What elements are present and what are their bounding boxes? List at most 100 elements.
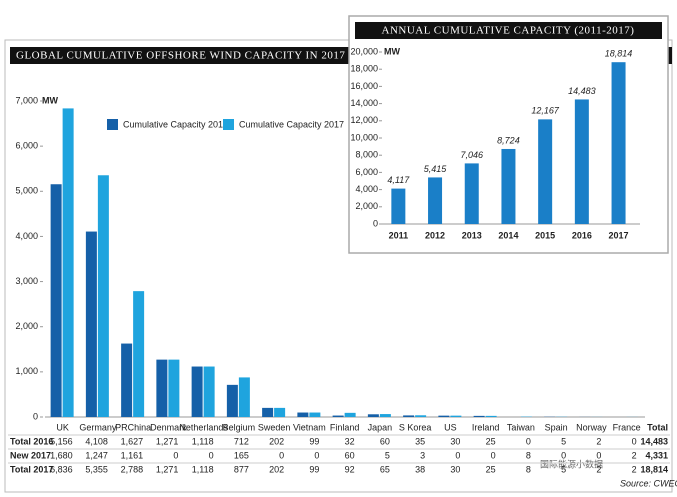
table-cell: 92	[345, 464, 355, 474]
row-total: 14,483	[640, 436, 668, 446]
x-tick-label: Vietnam	[293, 422, 326, 432]
y-tick-label: 4,000	[15, 231, 38, 241]
inset-y-tick-label: 12,000	[350, 115, 378, 125]
table-cell: 1,271	[156, 464, 179, 474]
row-label: Total 2017	[10, 464, 53, 474]
x-tick-label: PRChina	[115, 422, 151, 432]
table-cell: 8	[526, 464, 531, 474]
x-tick-label: Netherlands	[179, 422, 228, 432]
inset-y-tick-label: 10,000	[350, 132, 378, 142]
source: Source: CWEC	[620, 478, 677, 488]
table-cell: 30	[450, 464, 460, 474]
inset-value-label: 18,814	[605, 49, 633, 59]
bar	[226, 384, 238, 417]
table-cell: 35	[415, 436, 425, 446]
y-unit: MW	[42, 95, 58, 105]
table-cell: 4,108	[85, 436, 108, 446]
table-cell: 6,836	[50, 464, 73, 474]
inset-x-tick-label: 2013	[462, 230, 482, 240]
inset-y-tick-label: 8,000	[355, 150, 378, 160]
x-tick-label: Belgium	[223, 422, 256, 432]
table-cell: 2	[596, 436, 601, 446]
table-cell: 1,161	[121, 450, 144, 460]
bar	[309, 412, 321, 417]
bar	[274, 407, 286, 417]
bar	[379, 414, 391, 417]
bar	[191, 366, 203, 417]
bar	[97, 175, 109, 417]
bar	[332, 415, 344, 417]
x-tick-label: Ireland	[472, 422, 500, 432]
table-cell: 2	[632, 450, 637, 460]
inset-value-label: 8,724	[497, 135, 520, 145]
inset-y-tick-label: 18,000	[350, 64, 378, 74]
table-cell: 99	[309, 464, 319, 474]
bar	[203, 366, 215, 417]
x-tick-label: Japan	[368, 422, 393, 432]
inset-title-bar	[355, 22, 662, 39]
inset-bar	[501, 148, 516, 224]
inset-value-label: 5,415	[424, 164, 448, 174]
y-tick-label: 7,000	[15, 95, 38, 105]
table-cell: 32	[345, 436, 355, 446]
table-cell: 5,355	[85, 464, 108, 474]
y-tick-label: 3,000	[15, 276, 38, 286]
bar	[297, 412, 309, 417]
table-cell: 0	[173, 450, 178, 460]
inset-x-tick-label: 2017	[609, 230, 629, 240]
bar	[85, 231, 97, 417]
bar	[262, 407, 274, 417]
row-label: Total 2016	[10, 436, 53, 446]
inset-value-label: 14,483	[568, 86, 596, 96]
table-cell: 65	[380, 464, 390, 474]
table-cell: 5	[385, 450, 390, 460]
inset-bar	[538, 119, 553, 224]
table-cell: 5	[561, 436, 566, 446]
table-cell: 1,680	[50, 450, 73, 460]
table-cell: 30	[450, 436, 460, 446]
table-cell: 5,156	[50, 436, 73, 446]
total-header: Total	[647, 422, 668, 432]
table-cell: 1,247	[85, 450, 108, 460]
table-cell: 38	[415, 464, 425, 474]
inset-x-tick-label: 2014	[498, 230, 518, 240]
legend-swatch	[107, 119, 118, 130]
row-total: 4,331	[645, 450, 668, 460]
y-tick-label: 1,000	[15, 366, 38, 376]
bar	[121, 343, 133, 417]
table-cell: 0	[491, 450, 496, 460]
table-cell: 8	[526, 450, 531, 460]
x-tick-label: Norway	[576, 422, 607, 432]
table-cell: 0	[279, 450, 284, 460]
bar	[438, 415, 450, 417]
bar	[133, 291, 145, 417]
bar	[450, 415, 462, 417]
x-tick-label: UK	[56, 422, 69, 432]
watermark: 国际能源小数据	[540, 458, 603, 469]
x-tick-label: Spain	[545, 422, 568, 432]
y-tick-label: 5,000	[15, 186, 38, 196]
table-cell: 99	[309, 436, 319, 446]
inset-x-tick-label: 2011	[389, 230, 409, 240]
row-label: New 2017	[10, 450, 51, 460]
table-cell: 60	[345, 450, 355, 460]
table-cell: 0	[596, 450, 601, 460]
bar	[62, 108, 74, 417]
inset-y-tick-label: 6,000	[355, 167, 378, 177]
inset-value-label: 4,117	[387, 175, 410, 185]
inset-value-label: 7,046	[460, 150, 483, 160]
table-cell: 1,271	[156, 436, 179, 446]
table-cell: 5	[561, 464, 566, 474]
bar	[403, 415, 415, 417]
table-cell: 877	[234, 464, 249, 474]
inset-y-tick-label: 4,000	[355, 184, 378, 194]
inset-bar	[464, 163, 479, 224]
inset-y-tick-label: 14,000	[350, 98, 378, 108]
x-tick-label: Finland	[330, 422, 360, 432]
table-cell: 1,118	[192, 436, 214, 446]
inset-y-tick-label: 2,000	[355, 201, 378, 211]
inset-bar	[611, 62, 626, 224]
legend-label: Cumulative Capacity 2016	[123, 119, 228, 129]
row-total: 18,814	[640, 464, 668, 474]
